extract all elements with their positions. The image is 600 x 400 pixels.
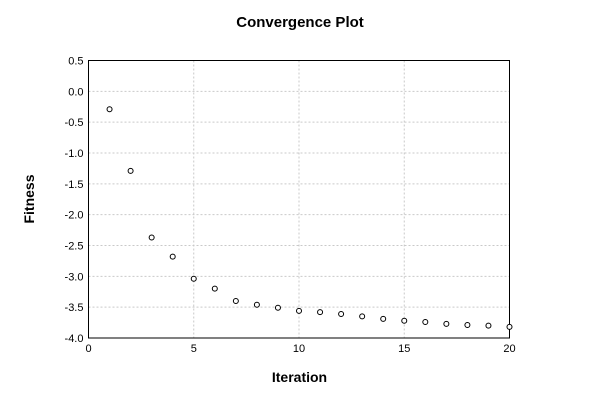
y-tick-label: -2.5 [65, 241, 84, 253]
data-point [148, 234, 155, 241]
y-tick-label: -2.0 [65, 210, 84, 222]
y-tick-label: 0.0 [68, 86, 83, 98]
data-point [232, 298, 239, 304]
x-tick-label: 10 [293, 343, 305, 355]
data-point [190, 275, 197, 282]
x-tick-label: 20 [503, 343, 515, 355]
data-point [359, 313, 366, 320]
data-point [127, 167, 134, 174]
y-tick-label: -1.0 [65, 148, 84, 160]
data-point [380, 315, 387, 322]
x-tick-label: 15 [398, 343, 410, 355]
chart-title: Convergence Plot [236, 14, 364, 31]
data-point [169, 253, 176, 260]
y-tick-label: 0.5 [68, 56, 83, 68]
data-point [338, 310, 345, 317]
data-point [211, 285, 218, 292]
y-tick-label: -4.0 [65, 333, 84, 345]
data-point [485, 322, 492, 329]
y-tick-label: -3.5 [65, 302, 84, 314]
data-point [274, 304, 281, 311]
data-point [443, 320, 450, 327]
x-axis-label: Iteration [271, 369, 328, 385]
data-point [464, 322, 471, 329]
data-point [106, 106, 113, 113]
data-point [401, 317, 408, 324]
plot-border [88, 60, 510, 339]
data-point [317, 309, 324, 316]
x-tick-label: 0 [85, 343, 91, 355]
data-point [296, 307, 302, 314]
y-tick-label: -1.5 [65, 179, 84, 191]
y-tick-label: -0.5 [65, 117, 84, 129]
data-point [422, 318, 429, 325]
x-tick-label: 5 [191, 343, 197, 355]
data-point [506, 323, 513, 330]
y-tick-label: -3.0 [65, 271, 84, 283]
data-point [253, 301, 260, 308]
